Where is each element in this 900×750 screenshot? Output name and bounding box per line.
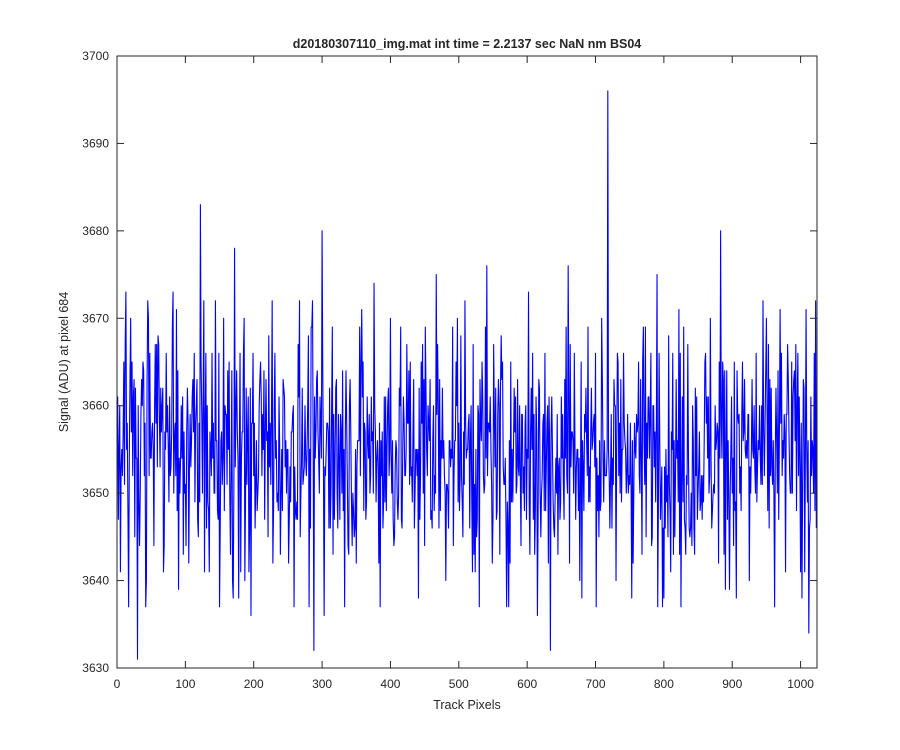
x-tick-label: 100 bbox=[175, 677, 195, 691]
y-tick-label: 3650 bbox=[82, 486, 109, 500]
y-tick-label: 3640 bbox=[82, 574, 109, 588]
x-tick-label: 900 bbox=[722, 677, 742, 691]
signal-series-line bbox=[116, 90, 817, 660]
x-tick-label: 700 bbox=[586, 677, 606, 691]
y-tick-label: 3690 bbox=[82, 136, 109, 150]
y-tick-label: 3670 bbox=[82, 311, 109, 325]
x-tick-label: 400 bbox=[380, 677, 400, 691]
y-tick-label: 3660 bbox=[82, 399, 109, 413]
tick-labels: 0 100 200 300 400 500 600 700 800 900 1000 3630 3640… bbox=[82, 49, 814, 691]
x-tick-label: 1000 bbox=[787, 677, 814, 691]
x-tick-label: 500 bbox=[449, 677, 469, 691]
y-axis-label: Signal (ADU) at pixel 684 bbox=[57, 292, 71, 432]
x-tick-label: 800 bbox=[654, 677, 674, 691]
chart-title: d20180307110_img.mat int time = 2.2137 s… bbox=[293, 37, 642, 51]
x-tick-label: 600 bbox=[517, 677, 537, 691]
y-tick-label: 3680 bbox=[82, 224, 109, 238]
axes-box bbox=[116, 55, 818, 669]
x-tick-label: 0 bbox=[114, 677, 121, 691]
y-tick-label: 3700 bbox=[82, 49, 109, 63]
x-axis-label: Track Pixels bbox=[433, 698, 501, 712]
data-layer bbox=[116, 90, 817, 660]
plot-area bbox=[117, 56, 817, 668]
x-tick-label: 200 bbox=[244, 677, 264, 691]
x-tick-label: 300 bbox=[312, 677, 332, 691]
y-tick-label: 3630 bbox=[82, 661, 109, 675]
